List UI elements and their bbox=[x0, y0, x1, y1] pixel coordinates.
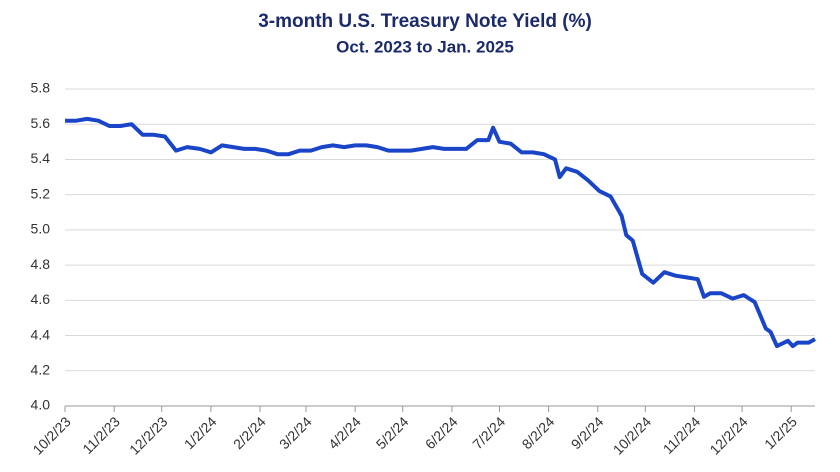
x-tick-label: 9/2/24 bbox=[568, 413, 607, 452]
y-tick-label: 5.0 bbox=[31, 221, 51, 237]
x-tick-label: 11/2/24 bbox=[660, 413, 704, 457]
x-tick-label: 1/2/25 bbox=[761, 413, 800, 452]
x-tick-label: 12/2/23 bbox=[126, 413, 170, 457]
x-tick-label: 10/2/23 bbox=[29, 413, 73, 457]
y-tick-label: 4.8 bbox=[31, 256, 51, 272]
x-tick-label: 1/2/24 bbox=[181, 413, 220, 452]
x-tick-label: 5/2/24 bbox=[373, 413, 412, 452]
x-tick-label: 6/2/24 bbox=[422, 413, 461, 452]
x-tick-label: 12/2/24 bbox=[706, 413, 750, 457]
x-tick-label: 8/2/24 bbox=[519, 413, 558, 452]
x-tick-label: 10/2/24 bbox=[610, 413, 654, 457]
y-tick-label: 5.8 bbox=[31, 80, 51, 96]
y-tick-label: 4.0 bbox=[31, 397, 51, 413]
chart-subtitle: Oct. 2023 to Jan. 2025 bbox=[336, 37, 514, 56]
chart-title: 3-month U.S. Treasury Note Yield (%) bbox=[258, 11, 592, 32]
y-tick-label: 5.4 bbox=[31, 150, 51, 166]
x-tick-label: 4/2/24 bbox=[325, 413, 364, 452]
x-tick-label: 7/2/24 bbox=[469, 413, 508, 452]
x-tick-label: 11/2/23 bbox=[79, 413, 123, 457]
x-tick-label: 2/2/24 bbox=[230, 413, 269, 452]
y-tick-label: 5.6 bbox=[31, 115, 51, 131]
y-tick-label: 5.2 bbox=[31, 185, 51, 201]
y-tick-label: 4.6 bbox=[31, 291, 51, 307]
y-tick-label: 4.4 bbox=[31, 326, 51, 342]
line-series bbox=[65, 116, 816, 349]
y-tick-label: 4.2 bbox=[31, 361, 51, 377]
x-tick-label: 3/2/24 bbox=[276, 413, 315, 452]
